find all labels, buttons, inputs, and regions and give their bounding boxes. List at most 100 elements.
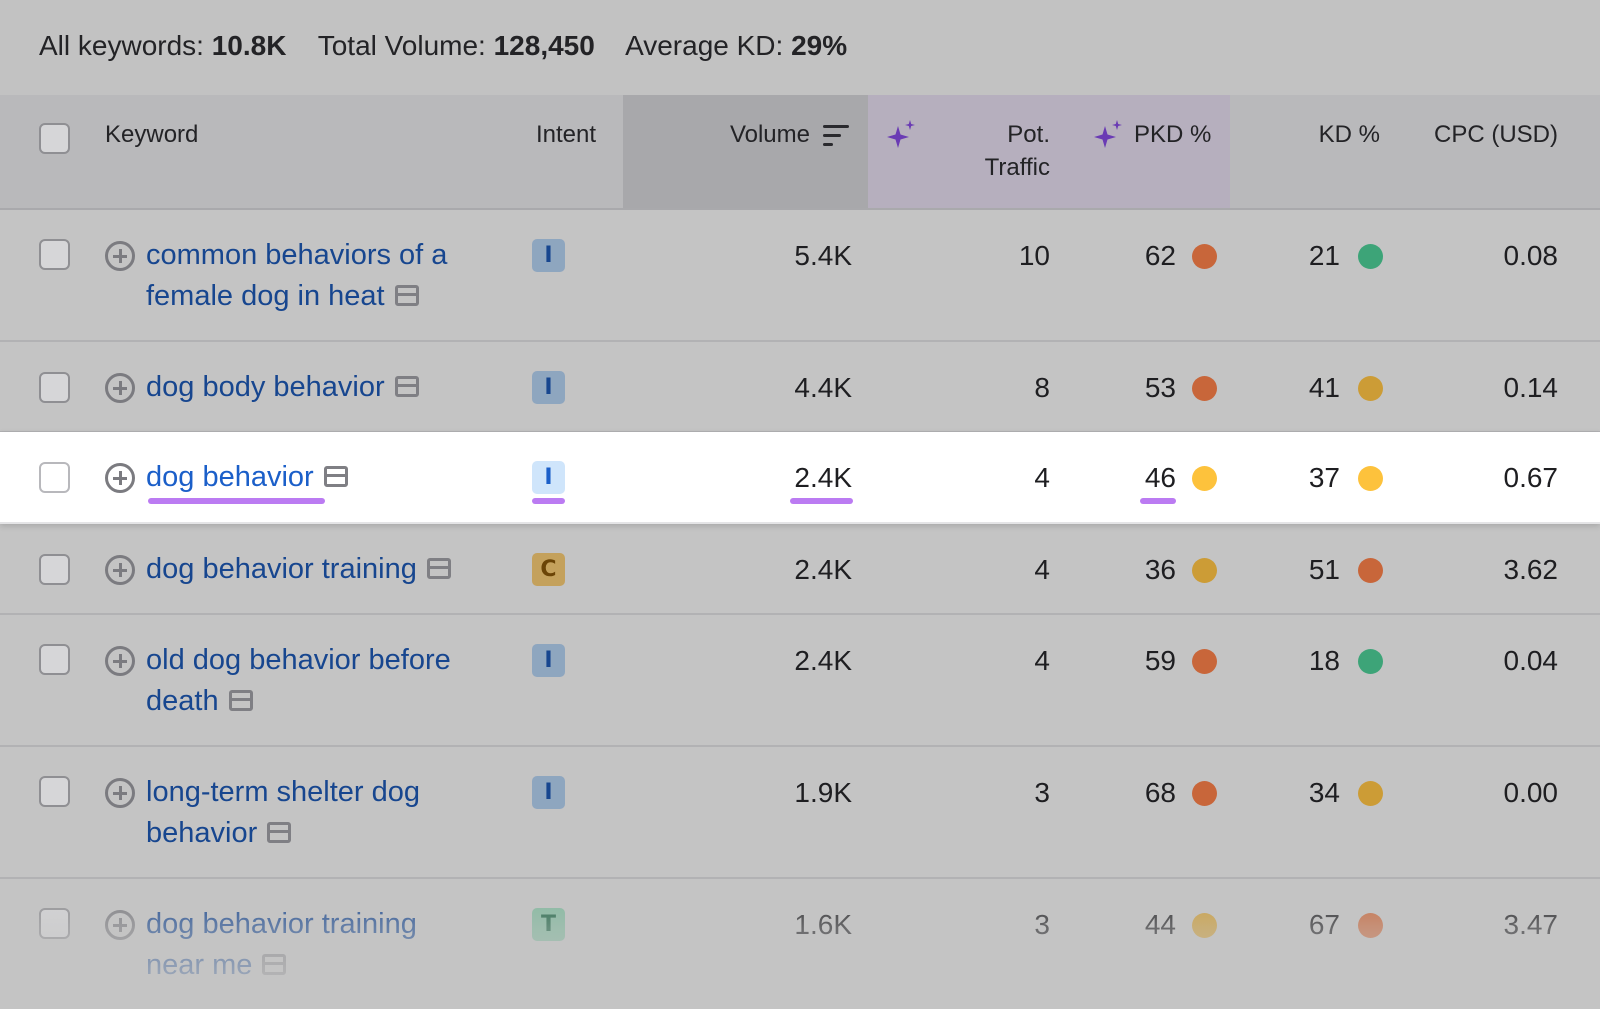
keyword-text-line1[interactable]: common behaviors of a: [146, 239, 448, 271]
pkd-highlight-underline: [1140, 498, 1176, 504]
pot-traffic-value: 3: [1034, 777, 1050, 808]
summary-line: All keywords: 10.8K Total Volume: 128,45…: [39, 30, 847, 62]
serp-features-icon[interactable]: [323, 466, 348, 487]
cpc-column-header[interactable]: CPC (USD): [1434, 121, 1558, 148]
pot-traffic-value: 8: [1034, 372, 1050, 403]
pot-traffic-column-header[interactable]: Pot. Traffic: [920, 118, 1050, 184]
intent-column-header[interactable]: Intent: [536, 121, 597, 148]
ai-columns-header-bg: [868, 95, 1230, 208]
keyword-text-line2[interactable]: near me: [146, 949, 253, 981]
highlighted-table-row: dog behavior I 2.4K 4 46 37 0.67: [0, 432, 1600, 524]
keyword-text-line1[interactable]: dog behavior: [146, 461, 314, 493]
keyword-text-line1[interactable]: dog behavior training: [146, 908, 417, 940]
summary-bar: All keywords: 10.8K Total Volume: 128,45…: [0, 0, 1600, 97]
cpc-value: 3.47: [1503, 909, 1559, 940]
keyword-text-line2[interactable]: behavior: [146, 817, 258, 849]
keyword-link[interactable]: dog behavior: [146, 457, 496, 498]
keyword-link[interactable]: long-term shelter dog behavior: [146, 772, 496, 854]
table-row: common behaviors of a female dog in heat…: [0, 210, 1600, 342]
difficulty-dot: [1358, 649, 1383, 674]
sort-descending-icon[interactable]: [823, 125, 849, 147]
row-checkbox[interactable]: [39, 239, 70, 270]
cpc-value: 0.08: [1503, 240, 1559, 271]
pot-traffic-header-line1: Pot.: [1007, 121, 1050, 148]
keyword-column-header[interactable]: Keyword: [105, 121, 199, 148]
pot-traffic-header-line2: Traffic: [984, 154, 1050, 181]
row-checkbox[interactable]: [39, 554, 70, 585]
row-checkbox[interactable]: [39, 776, 70, 807]
volume-value: 1.6K: [794, 909, 852, 940]
cpc-value: 3.62: [1503, 554, 1559, 585]
add-to-list-icon[interactable]: [105, 778, 135, 808]
keyword-link[interactable]: dog behavior training: [146, 549, 496, 590]
cpc-value: 0.14: [1503, 372, 1559, 403]
difficulty-dot: [1192, 781, 1217, 806]
difficulty-dot: [1192, 558, 1217, 583]
serp-features-icon[interactable]: [262, 954, 287, 975]
serp-features-icon[interactable]: [426, 558, 451, 579]
keyword-link[interactable]: old dog behavior before death: [146, 640, 496, 722]
keyword-text-line2[interactable]: death: [146, 685, 219, 717]
cpc-value: 0.67: [1503, 462, 1559, 493]
keyword-text-line1[interactable]: dog behavior training: [146, 553, 417, 585]
kd-value: 18: [1308, 645, 1340, 676]
pot-traffic-value: 4: [1034, 554, 1050, 585]
serp-features-icon[interactable]: [394, 285, 419, 306]
add-to-list-icon[interactable]: [105, 646, 135, 676]
keyword-highlight-underline: [148, 498, 325, 504]
select-all-checkbox[interactable]: [39, 123, 70, 154]
row-checkbox[interactable]: [39, 908, 70, 939]
pot-traffic-value: 4: [1034, 462, 1050, 493]
total-volume-label: Total Volume:: [317, 30, 486, 61]
difficulty-dot: [1192, 244, 1217, 269]
row-checkbox[interactable]: [39, 644, 70, 675]
ai-sparkle-icon: [887, 120, 915, 148]
cpc-value: 0.00: [1503, 777, 1559, 808]
kd-value: 34: [1308, 777, 1340, 808]
keyword-text-line2[interactable]: female dog in heat: [146, 280, 385, 312]
volume-value: 1.9K: [794, 777, 852, 808]
add-to-list-icon[interactable]: [105, 373, 135, 403]
pkd-value: 36: [1144, 554, 1176, 585]
all-keywords-label: All keywords:: [39, 30, 204, 61]
kd-value: 41: [1308, 372, 1340, 403]
average-kd-label: Average KD:: [625, 30, 784, 61]
kd-value: 21: [1308, 240, 1340, 271]
difficulty-dot: [1358, 913, 1383, 938]
pot-traffic-value: 4: [1034, 645, 1050, 676]
difficulty-dot: [1358, 376, 1383, 401]
volume-column-header[interactable]: Volume: [729, 121, 810, 148]
add-to-list-icon[interactable]: [105, 463, 135, 493]
intent-badge: I: [532, 461, 565, 494]
kd-value: 37: [1308, 462, 1340, 493]
kd-value: 67: [1308, 909, 1340, 940]
serp-features-icon[interactable]: [228, 690, 253, 711]
keyword-link[interactable]: dog behavior training near me: [146, 904, 496, 986]
pkd-column-header[interactable]: PKD %: [1134, 121, 1212, 148]
add-to-list-icon[interactable]: [105, 555, 135, 585]
serp-features-icon[interactable]: [394, 376, 419, 397]
keyword-text-line1[interactable]: old dog behavior before: [146, 644, 451, 676]
add-to-list-icon[interactable]: [105, 910, 135, 940]
difficulty-dot: [1192, 913, 1217, 938]
cpc-value: 0.04: [1503, 645, 1559, 676]
volume-header-bg: [623, 95, 868, 208]
pkd-value: 53: [1144, 372, 1176, 403]
keyword-text-line1[interactable]: dog body behavior: [146, 371, 385, 403]
row-checkbox[interactable]: [39, 462, 70, 493]
row-checkbox[interactable]: [39, 372, 70, 403]
pkd-value: 68: [1144, 777, 1176, 808]
keyword-link[interactable]: dog body behavior: [146, 367, 496, 408]
serp-features-icon[interactable]: [267, 822, 292, 843]
difficulty-dot: [1358, 558, 1383, 583]
kd-column-header[interactable]: KD %: [1318, 121, 1380, 148]
difficulty-dot: [1358, 781, 1383, 806]
difficulty-dot: [1358, 244, 1383, 269]
table-header: Keyword Intent Volume Pot. Traffic PKD %…: [0, 95, 1600, 210]
add-to-list-icon[interactable]: [105, 241, 135, 271]
keyword-text-line1[interactable]: long-term shelter dog: [146, 776, 421, 808]
difficulty-dot: [1192, 376, 1217, 401]
intent-badge: C: [532, 553, 565, 586]
keyword-link[interactable]: common behaviors of a female dog in heat: [146, 235, 496, 317]
volume-highlight-underline: [790, 498, 853, 504]
